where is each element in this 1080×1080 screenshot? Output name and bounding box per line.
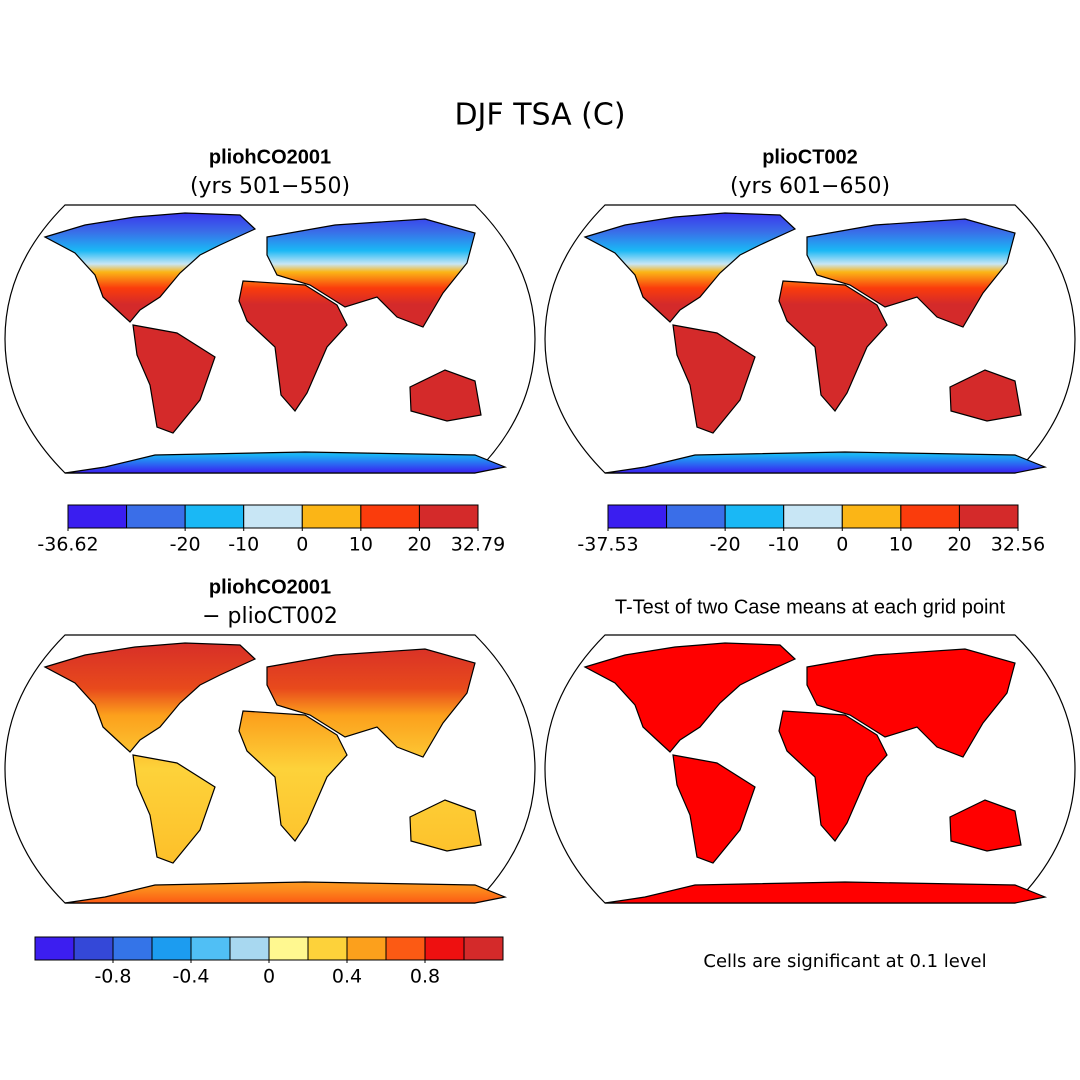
land-africa [238,710,348,842]
colorbar-label: 0 [836,534,848,556]
colorbar-label: -0.8 [94,966,131,988]
colorbar-box [151,936,192,961]
colorbar-label: 0 [263,966,275,988]
colorbar-label: 10 [889,534,913,556]
colorbar-box [424,936,465,961]
land-africa [238,280,348,412]
colorbar-box [841,504,902,529]
colorbar-box [190,936,231,961]
colorbar-box [958,504,1019,529]
land-eurasia [266,648,476,758]
colorbar-box [900,504,960,529]
panel-title: plioCT002 [762,146,858,168]
land-south-america [132,324,216,434]
panel-title: pliohCO2001 [209,576,331,598]
colorbar-label: 0.4 [332,966,362,988]
colorbar-box [783,504,843,529]
land-africa [778,710,888,842]
colorbar-box [666,504,726,529]
colorbar-box [67,504,128,529]
panel-subtitle: (yrs 601−650) [730,174,890,199]
land-antarctica [64,881,508,904]
colorbar-label: -20 [710,534,741,556]
panel-subtitle: − plioCT002 [202,604,338,629]
land-australia [949,369,1022,422]
map [4,204,536,474]
land-antarctica [604,451,1048,474]
land-north-america [43,642,257,753]
panel-title: pliohCO2001 [209,146,331,168]
colorbar-box [307,936,348,961]
colorbar-label: 20 [947,534,971,556]
colorbar-box [607,504,668,529]
colorbar-label: -10 [768,534,799,556]
colorbar-box [346,936,387,961]
colorbar-label: 32.56 [991,534,1045,556]
colorbar-box [724,504,785,529]
land-australia [409,799,482,852]
colorbar-label: -10 [228,534,259,556]
map [544,204,1076,474]
colorbar-box [463,936,504,961]
land-australia [409,369,482,422]
colorbar-label: 20 [407,534,431,556]
land-south-america [672,754,756,864]
colorbar-label: -36.62 [37,534,98,556]
colorbar-box [73,936,114,961]
figure-title: DJF TSA (C) [454,98,625,133]
land-antarctica [604,881,1048,904]
land-south-america [672,324,756,434]
land-eurasia [266,218,476,328]
colorbar-label: -37.53 [577,534,638,556]
colorbar-label: 0.8 [410,966,440,988]
colorbar-label: 0 [296,534,308,556]
colorbar-box [385,936,426,961]
land-north-america [583,212,797,323]
land-eurasia [806,648,1016,758]
colorbar-box [268,936,309,961]
colorbar-box [34,936,75,961]
colorbar-box [418,504,479,529]
colorbar-label: -0.4 [172,966,209,988]
map [544,634,1076,904]
colorbar-box [184,504,245,529]
land-north-america [43,212,257,323]
colorbar-box [243,504,303,529]
colorbar-label: -20 [170,534,201,556]
colorbar-box [126,504,186,529]
land-south-america [132,754,216,864]
map [4,634,536,904]
land-antarctica [64,451,508,474]
colorbar-box [229,936,270,961]
land-eurasia [806,218,1016,328]
colorbar-label: 10 [349,534,373,556]
panel-subtitle: (yrs 501−550) [190,174,350,199]
colorbar-box [360,504,420,529]
land-australia [949,799,1022,852]
colorbar-box [301,504,362,529]
land-africa [778,280,888,412]
land-north-america [583,642,797,753]
panel-title: T-Test of two Case means at each grid po… [615,596,1006,618]
panel-note: Cells are significant at 0.1 level [703,951,986,972]
colorbar-label: 32.79 [451,534,505,556]
colorbar-box [112,936,153,961]
